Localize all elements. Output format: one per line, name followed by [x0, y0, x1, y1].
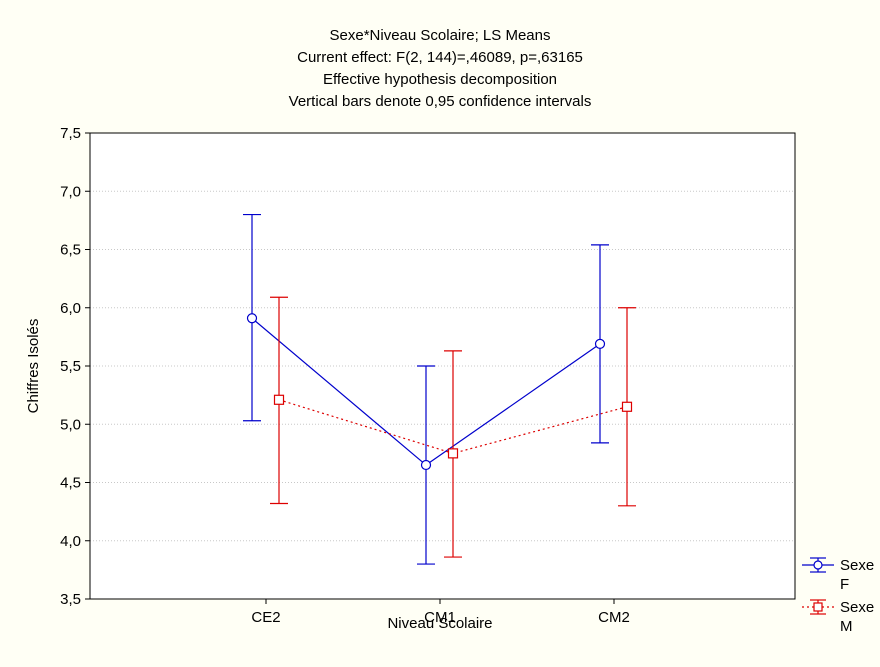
grid-lines — [90, 190, 795, 542]
legend-marker — [813, 560, 823, 570]
legend-label-level: M — [840, 618, 853, 635]
data-point — [447, 448, 459, 459]
x-tick-label: CM1 — [424, 609, 456, 626]
series-f — [243, 213, 609, 565]
plot-frame — [89, 132, 796, 600]
y-tick-label: 4,5 — [60, 475, 81, 492]
y-tick-label: 7,5 — [60, 125, 81, 142]
legend: Sexe F Sexe M — [802, 557, 874, 635]
y-tick-label: 3,5 — [60, 591, 81, 608]
series-layer — [243, 213, 636, 565]
x-tick-label: CM2 — [598, 609, 630, 626]
legend-entry-m: Sexe M — [802, 599, 874, 635]
y-axis: 3,5 4,0 4,5 5,0 5,5 6,0 6,5 7,0 7,5 — [60, 125, 90, 608]
chart-title-line-4: Vertical bars denote 0,95 confidence int… — [289, 93, 592, 110]
y-tick-label: 6,0 — [60, 300, 81, 317]
y-axis-label: Chiffres Isolés — [25, 319, 42, 414]
data-point — [246, 313, 258, 324]
legend-label: Sexe — [840, 599, 874, 616]
x-tick-label: CE2 — [251, 609, 280, 626]
legend-marker — [813, 602, 823, 612]
data-point — [273, 394, 285, 405]
series-m — [270, 296, 636, 558]
y-tick-label: 7,0 — [60, 183, 81, 200]
data-point — [420, 459, 432, 471]
y-tick-label: 6,5 — [60, 242, 81, 259]
y-tick-label: 4,0 — [60, 533, 81, 550]
x-axis-label: Niveau Scolaire — [387, 615, 492, 632]
chart-title-line-1: Sexe*Niveau Scolaire; LS Means — [330, 27, 551, 44]
y-tick-label: 5,5 — [60, 358, 81, 375]
legend-label: Sexe — [840, 557, 874, 574]
x-axis: CE2 CM1 CM2 — [251, 599, 630, 626]
legend-entry-f: Sexe F — [802, 557, 874, 593]
y-tick-label: 5,0 — [60, 416, 81, 433]
data-point — [621, 401, 633, 412]
series-line — [278, 399, 628, 454]
data-point — [594, 338, 606, 349]
legend-label-level: F — [840, 576, 849, 593]
chart-title: Sexe*Niveau Scolaire; LS Means Current e… — [289, 27, 592, 110]
chart-title-line-2: Current effect: F(2, 144)=,46089, p=,631… — [297, 49, 583, 66]
chart-title-line-3: Effective hypothesis decomposition — [323, 71, 557, 88]
